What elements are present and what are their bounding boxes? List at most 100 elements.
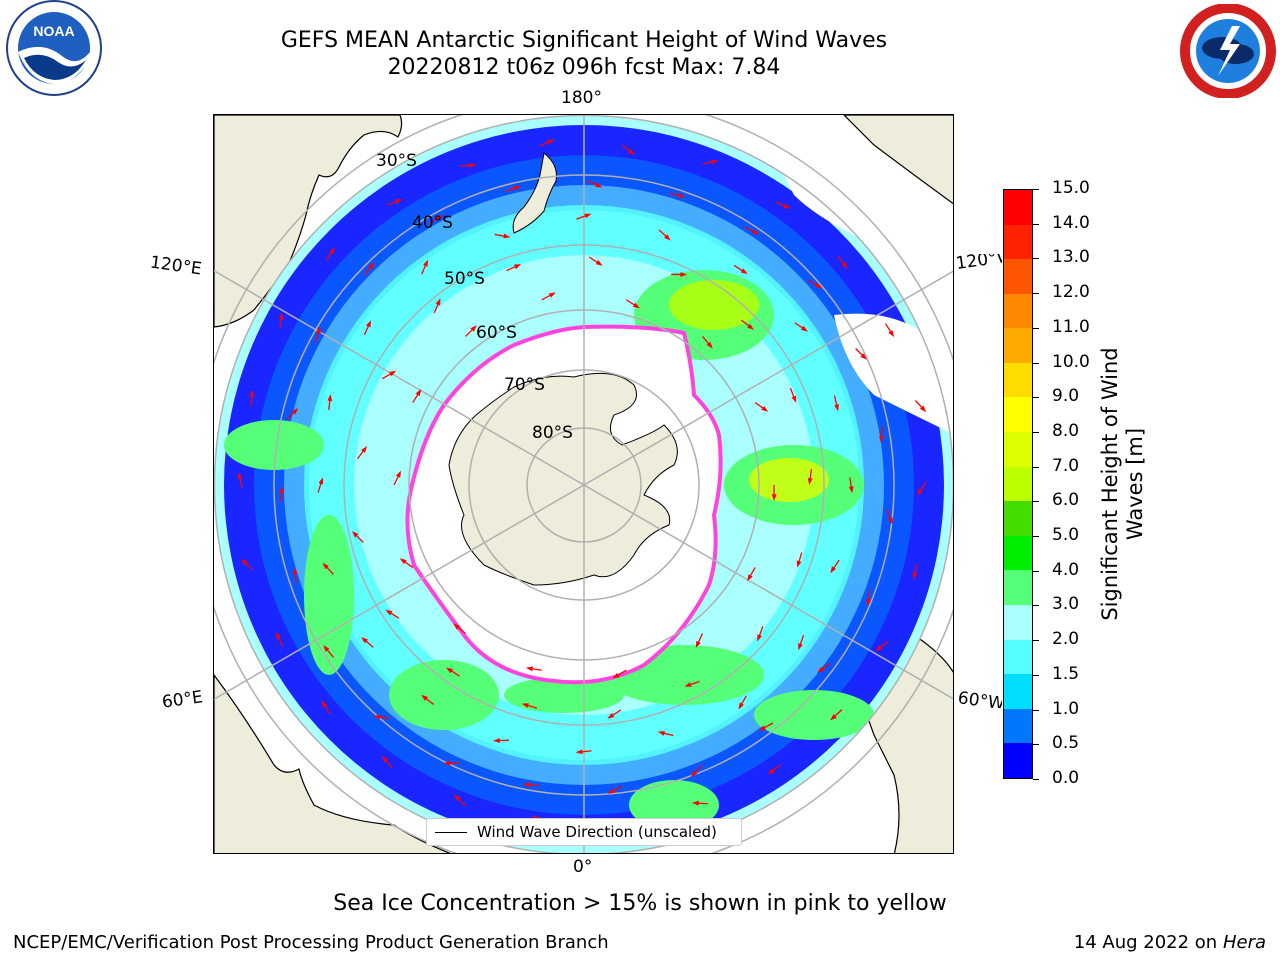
svg-text:NOAA: NOAA [33,23,74,39]
wind-arrow-head [830,566,837,574]
wind-arrow [886,509,892,520]
wind-arrow [688,680,700,686]
wind-arrow-head [421,694,428,701]
wind-arrow-head [632,302,640,309]
wind-arrow-head [798,643,803,651]
colorbar-segment [1004,639,1032,675]
colorbar-tick-label: 12.0 [1052,282,1090,303]
lon-label-0: 0° [573,857,593,877]
wind-arrow-head [738,702,744,710]
wind-arrow [381,372,393,380]
colorbar-tick-label: 8.0 [1052,420,1080,441]
wind-arrow [449,669,460,677]
wind-arrow [539,140,551,147]
wind-arrow-head [875,645,883,652]
wind-arrow-head [866,599,871,607]
colorbar-tick-label: 14.0 [1052,212,1090,233]
wind-arrow-head [368,262,375,270]
wind-arrow-head [423,259,428,267]
wind-arrow-head [684,682,692,687]
wind-arrow [412,392,420,403]
wind-arrow-head [318,477,324,485]
wind-arrow-head [595,259,603,266]
colorbar-segment [1004,605,1032,640]
colorbar-tick-label: 3.0 [1052,594,1080,615]
graticule [214,115,953,853]
wind-arrow-head [747,323,754,330]
wind-arrow [749,567,756,578]
wind-arrow [279,317,282,329]
wind-arrow-head [278,312,284,320]
wind-arrow-head [513,264,522,270]
colorbar-stack [1004,190,1032,778]
wind-arrow-head [584,213,592,219]
wind-arrow [775,201,787,208]
wind-arrow [616,669,627,677]
wind-arrow-head [657,730,665,736]
wind-arrow-head [834,404,839,412]
wind-arrow [809,469,813,481]
wind-arrow-head [323,645,330,652]
wind-arrow [662,732,674,737]
wind-arrow [762,722,774,729]
wind-arrow [733,264,744,272]
wind-arrow-head [607,712,615,719]
colorbar-tick-mark [1033,709,1039,711]
lat-label-50s: 50°S [444,269,485,289]
wind-arrow [363,265,372,276]
colorbar-tick-mark [1033,570,1039,572]
wind-arrow-head [595,182,603,188]
wind-arrow [433,302,440,314]
wind-arrow-head [503,233,511,239]
wind-arrow-head [395,199,403,204]
antarctica [448,372,678,586]
wind-arrow [277,636,284,647]
wind-arrow [506,265,517,272]
wind-arrow [494,233,506,237]
colorbar-segment [1004,501,1032,536]
wind-arrow-head [443,760,451,766]
wind-arrow-head [791,395,797,403]
colorbar-segment [1004,190,1032,225]
wind-arrow [355,534,364,543]
wind-arrow-head [453,623,460,630]
lat-label-40s: 40°S [412,213,453,233]
wind-arrow-head [747,574,753,582]
wind-arrow [527,784,540,787]
colorbar-tick-label: 1.0 [1052,698,1080,719]
wind-arrow-head [783,203,791,209]
wind-arrow-head [711,159,719,165]
colorbar-tick-mark [1033,536,1039,538]
wind-arrow [914,563,918,576]
wind-arrow [250,394,253,406]
wind-arrow-head [525,666,533,672]
wind-arrow-head [680,272,688,277]
wind-arrow [884,323,892,334]
wind-arrow [465,328,474,337]
colorbar-segment [1004,224,1032,260]
colorbar-tick-label: 4.0 [1052,559,1080,580]
wind-arrow-head [860,353,867,360]
colorbar-segment [1004,432,1032,467]
wind-arrow [855,347,864,357]
wind-arrow-head [706,341,713,349]
sea-ice-note: Sea Ice Concentration > 15% is shown in … [333,891,947,916]
wind-arrow-head [361,445,368,453]
colorbar-tick-label: 0.5 [1052,733,1080,754]
wind-arrow [424,697,435,706]
wind-arrow-head [237,472,243,480]
wind-arrow-head [848,486,854,494]
wind-arrow-head [664,234,671,241]
wind-arrow-head [740,268,748,275]
wind-arrow [744,226,756,233]
legend-label: Wind Wave Direction (unscaled) [477,823,717,841]
map-legend: Wind Wave Direction (unscaled) [426,818,742,846]
wind-arrow [325,250,333,261]
wind-arrow-head [361,636,368,644]
wind-arrow-head [919,405,927,413]
wind-arrow [697,633,704,644]
wind-arrow-head [292,567,298,575]
colorbar-tick-mark [1033,293,1039,295]
wind-arrow-head [547,139,555,145]
colorbar-segment [1004,466,1032,502]
